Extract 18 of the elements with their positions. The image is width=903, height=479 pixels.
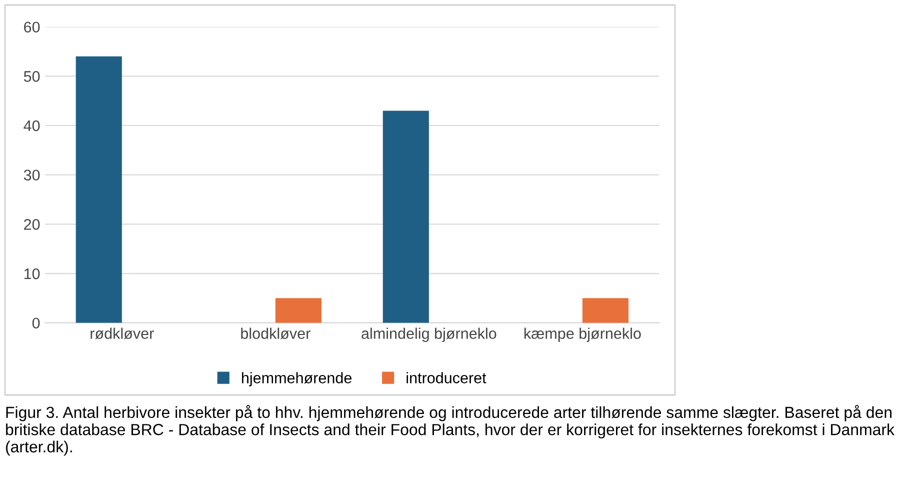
y-tick-label: 0 xyxy=(32,318,40,329)
y-tick-label: 10 xyxy=(24,268,40,280)
x-tick-label: blodkløver xyxy=(241,328,310,340)
x-tick-label: kæmpe bjørneklo xyxy=(524,328,641,342)
y-tick-label: 40 xyxy=(24,120,40,132)
x-tick-label: almindelig bjørneklo xyxy=(362,328,496,342)
x-tick-label: rødkløver xyxy=(90,328,154,340)
y-tick-label: 30 xyxy=(24,170,40,181)
y-tick-label: 20 xyxy=(24,219,40,230)
legend-label: introduceret xyxy=(406,372,486,384)
legend-label: hjemmehørende xyxy=(242,372,352,386)
y-tick-label: 60 xyxy=(24,22,40,33)
text: Figur 3. Antal herbivore insekter på to hhv. hjemmehørende og introducerede arter tilhørende samme slægter. Baseret på den britiske database BRC - Database of Insects and their Food Plants, hvor der er korrigeret for insekternes forekomst i Danmark (arter.dk). xyxy=(6,405,895,456)
y-tick-label: 50 xyxy=(24,71,40,82)
bar xyxy=(76,56,122,323)
bar xyxy=(382,110,429,323)
bar xyxy=(275,298,322,323)
bar xyxy=(582,298,628,323)
